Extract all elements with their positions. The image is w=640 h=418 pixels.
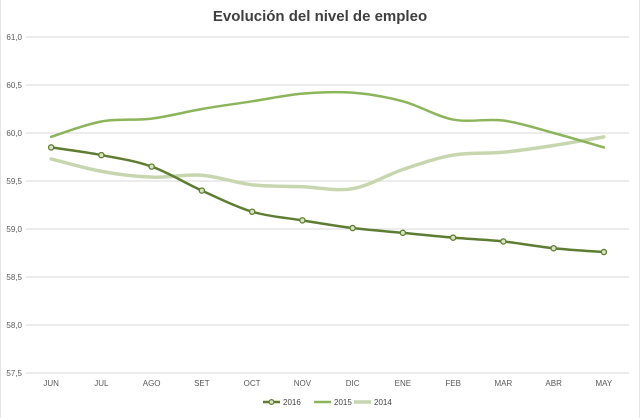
x-tick-label: FEB [445, 379, 461, 388]
data-point [349, 224, 356, 232]
y-tick-label: 57,5 [6, 369, 22, 378]
series-line-2015 [49, 90, 606, 149]
x-tick-label: MAR [494, 379, 512, 388]
legend-label: 2016 [283, 398, 301, 407]
y-tick-label: 59,0 [6, 225, 22, 234]
data-point [98, 151, 105, 159]
data-point [399, 229, 407, 237]
x-tick-label: MAY [596, 379, 613, 388]
data-point [198, 187, 206, 194]
data-point [550, 244, 557, 252]
legend-item-2015: 2015 [314, 398, 352, 407]
x-tick-label: NOV [294, 379, 312, 388]
y-axis-ticks: 57,5 58,0 58,5 59,0 59,5 60,0 60,5 61,0 [6, 33, 22, 378]
y-tick-label: 59,5 [6, 177, 22, 186]
x-tick-label: AGO [143, 379, 161, 388]
series-2016 [47, 144, 608, 256]
x-tick-label: SET [194, 379, 210, 388]
y-tick-label: 58,5 [6, 273, 22, 282]
series-lines [47, 90, 608, 256]
series-line-2016 [49, 146, 606, 254]
legend-marker [268, 399, 275, 406]
x-tick-label: DIC [346, 379, 360, 388]
x-axis-ticks: JUN JUL AGO SET OCT NOV DIC ENE FEB MAR ABR MAY [43, 379, 613, 388]
x-tick-label: OCT [244, 379, 261, 388]
y-tick-label: 60,0 [6, 129, 22, 138]
series-line-2014 [49, 135, 606, 192]
chart-title: Evolución del nivel de empleo [213, 8, 427, 25]
data-point [449, 234, 457, 241]
y-tick-label: 60,5 [6, 81, 22, 90]
legend-item-2014: 2014 [354, 398, 392, 407]
data-point [148, 163, 155, 170]
series-2014 [49, 135, 606, 192]
data-point [600, 248, 608, 256]
x-tick-label: JUL [94, 379, 109, 388]
x-tick-label: JUN [43, 379, 59, 388]
x-tick-label: ABR [545, 379, 562, 388]
legend-label: 2015 [334, 398, 352, 407]
legend: 2016 2015 2014 [263, 398, 392, 407]
gridlines [26, 36, 629, 374]
y-tick-label: 58,0 [6, 321, 22, 330]
data-point [47, 144, 55, 151]
x-tick-label: ENE [395, 379, 411, 388]
data-point [248, 208, 256, 215]
y-tick-label: 61,0 [6, 33, 22, 42]
data-point [500, 238, 507, 245]
data-point [299, 217, 306, 224]
legend-label: 2014 [374, 398, 392, 407]
series-2015 [49, 90, 606, 149]
legend-item-2016: 2016 [263, 398, 301, 407]
